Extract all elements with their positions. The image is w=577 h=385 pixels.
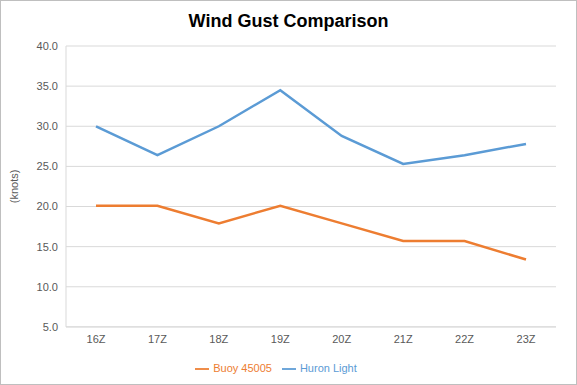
html-text:Buoy 45005: Buoy 45005 <box>213 361 272 374</box>
svg-text:17Z: 17Z <box>148 333 167 345</box>
svg-text:19Z: 19Z <box>271 333 290 345</box>
html-text:Wind Gust Comparison: Wind Gust Comparison <box>188 11 389 31</box>
svg-text:15.0: 15.0 <box>37 241 58 253</box>
svg-text:25.0: 25.0 <box>37 160 58 172</box>
svg-text:(knots): (knots) <box>8 170 20 204</box>
svg-text:35.0: 35.0 <box>37 80 58 92</box>
svg-text:16Z: 16Z <box>87 333 106 345</box>
svg-text:21Z: 21Z <box>394 333 413 345</box>
html-text:Huron Light: Huron Light <box>299 361 357 374</box>
svg-text:23Z: 23Z <box>517 333 536 345</box>
svg-text:10.0: 10.0 <box>37 281 58 293</box>
svg-text:20.0: 20.0 <box>37 200 58 212</box>
svg-text:40.0: 40.0 <box>37 40 58 52</box>
svg-text:30.0: 30.0 <box>37 120 58 132</box>
svg-text:20Z: 20Z <box>332 333 351 345</box>
svg-text:18Z: 18Z <box>209 333 228 345</box>
svg-text:22Z: 22Z <box>455 333 474 345</box>
svg-text:5.0: 5.0 <box>43 321 58 333</box>
